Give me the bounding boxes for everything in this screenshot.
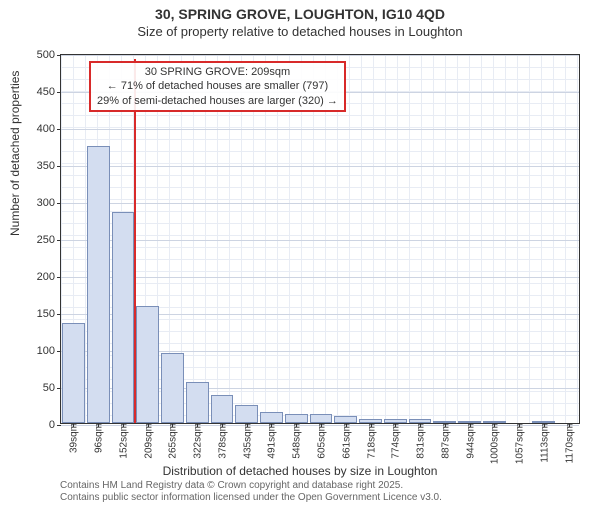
x-tick-mark bbox=[544, 423, 545, 427]
x-tick-label: 661sqm bbox=[339, 423, 352, 459]
x-tick-mark bbox=[445, 423, 446, 427]
x-tick-mark bbox=[395, 423, 396, 427]
x-tick-label: 322sqm bbox=[191, 423, 204, 459]
annotation-line2: ← 71% of detached houses are smaller (79… bbox=[97, 79, 338, 93]
histogram-bar bbox=[112, 212, 135, 423]
x-tick-mark bbox=[222, 423, 223, 427]
marker-line bbox=[134, 59, 136, 423]
y-tick-mark bbox=[57, 277, 61, 278]
histogram-bar bbox=[334, 416, 357, 423]
y-tick-mark bbox=[57, 55, 61, 56]
x-tick-label: 887sqm bbox=[438, 423, 451, 459]
x-tick-mark bbox=[247, 423, 248, 427]
x-tick-label: 378sqm bbox=[215, 423, 228, 459]
x-axis-label: Distribution of detached houses by size … bbox=[0, 464, 600, 478]
footer-line2: Contains public sector information licen… bbox=[60, 492, 442, 504]
histogram-bar bbox=[285, 414, 308, 423]
x-tick-mark bbox=[519, 423, 520, 427]
x-tick-label: 774sqm bbox=[389, 423, 402, 459]
x-tick-mark bbox=[420, 423, 421, 427]
x-tick-mark bbox=[271, 423, 272, 427]
y-tick-mark bbox=[57, 166, 61, 167]
histogram-bar bbox=[161, 353, 184, 423]
y-tick-mark bbox=[57, 351, 61, 352]
gridline-h bbox=[61, 129, 579, 130]
footer-line1: Contains HM Land Registry data © Crown c… bbox=[60, 480, 442, 492]
x-tick-label: 605sqm bbox=[315, 423, 328, 459]
x-tick-mark bbox=[494, 423, 495, 427]
chart-title-sub: Size of property relative to detached ho… bbox=[0, 24, 600, 39]
x-tick-mark bbox=[371, 423, 372, 427]
histogram-bar bbox=[310, 414, 333, 423]
gridline-h bbox=[61, 203, 579, 204]
y-tick-mark bbox=[57, 92, 61, 93]
annotation-line1: 30 SPRING GROVE: 209sqm bbox=[97, 65, 338, 79]
x-tick-label: 209sqm bbox=[141, 423, 154, 459]
histogram-bar bbox=[186, 382, 209, 423]
y-axis-label: Number of detached properties bbox=[8, 71, 22, 236]
x-tick-label: 491sqm bbox=[265, 423, 278, 459]
gridline-h bbox=[61, 55, 579, 56]
annotation-line3: 29% of semi-detached houses are larger (… bbox=[97, 94, 338, 108]
x-tick-label: 1113sqm bbox=[537, 423, 550, 463]
x-tick-mark bbox=[296, 423, 297, 427]
y-tick-mark bbox=[57, 203, 61, 204]
x-tick-label: 152sqm bbox=[116, 423, 129, 459]
chart-container: 30, SPRING GROVE, LOUGHTON, IG10 4QD Siz… bbox=[0, 6, 600, 506]
x-tick-label: 96sqm bbox=[92, 423, 105, 453]
histogram-bar bbox=[260, 412, 283, 423]
histogram-bar bbox=[87, 146, 110, 424]
gridline-h bbox=[61, 277, 579, 278]
footer: Contains HM Land Registry data © Crown c… bbox=[60, 480, 442, 504]
x-tick-mark bbox=[172, 423, 173, 427]
annotation-box: 30 SPRING GROVE: 209sqm ← 71% of detache… bbox=[89, 61, 346, 112]
x-tick-mark bbox=[148, 423, 149, 427]
x-tick-mark bbox=[321, 423, 322, 427]
histogram-bar bbox=[211, 395, 234, 423]
x-tick-label: 718sqm bbox=[364, 423, 377, 459]
y-tick-mark bbox=[57, 388, 61, 389]
y-tick-mark bbox=[57, 314, 61, 315]
x-tick-label: 1057sqm bbox=[513, 423, 526, 464]
x-tick-mark bbox=[197, 423, 198, 427]
y-tick-mark bbox=[57, 129, 61, 130]
x-tick-mark bbox=[123, 423, 124, 427]
x-tick-mark bbox=[569, 423, 570, 427]
gridline-h bbox=[61, 166, 579, 167]
y-tick-mark bbox=[57, 240, 61, 241]
x-tick-label: 435sqm bbox=[240, 423, 253, 459]
x-tick-mark bbox=[73, 423, 74, 427]
x-tick-mark bbox=[470, 423, 471, 427]
x-tick-mark bbox=[98, 423, 99, 427]
y-tick-mark bbox=[57, 425, 61, 426]
plot-area: 05010015020025030035040045050039sqm96sqm… bbox=[60, 54, 580, 424]
histogram-bar bbox=[62, 323, 85, 423]
x-tick-label: 1000sqm bbox=[488, 423, 501, 464]
x-tick-label: 1170sqm bbox=[562, 423, 575, 463]
x-tick-label: 831sqm bbox=[414, 423, 427, 459]
x-tick-label: 39sqm bbox=[67, 423, 80, 453]
x-tick-mark bbox=[346, 423, 347, 427]
x-tick-label: 548sqm bbox=[290, 423, 303, 459]
x-tick-label: 944sqm bbox=[463, 423, 476, 459]
gridline-h bbox=[61, 240, 579, 241]
x-tick-label: 265sqm bbox=[166, 423, 179, 459]
histogram-bar bbox=[235, 405, 258, 424]
chart-title-main: 30, SPRING GROVE, LOUGHTON, IG10 4QD bbox=[0, 6, 600, 22]
histogram-bar bbox=[136, 306, 159, 423]
